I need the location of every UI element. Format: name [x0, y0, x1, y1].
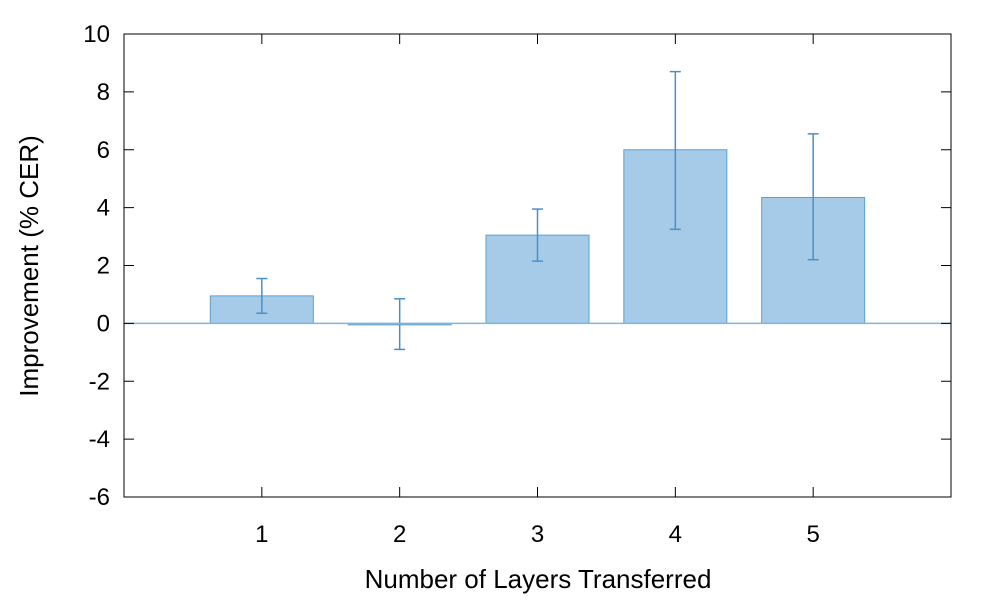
y-axis-title: Improvement (% CER) — [14, 135, 44, 397]
x-tick-label: 4 — [669, 521, 682, 548]
x-tick-label: 5 — [806, 521, 819, 548]
y-tick-label: -2 — [89, 368, 110, 395]
y-tick-label: 0 — [97, 310, 110, 337]
x-tick-label: 2 — [393, 521, 406, 548]
x-tick-label: 3 — [531, 521, 544, 548]
axis-ticks-layer — [124, 33, 951, 498]
y-tick-label: 6 — [97, 137, 110, 164]
error-bars-layer — [256, 70, 819, 351]
error-bar-5 — [807, 133, 819, 261]
x-tick-labels: 1 2 3 4 5 — [255, 521, 820, 548]
error-bar-3 — [532, 208, 543, 262]
y-tick-label: 10 — [83, 21, 110, 48]
y-tick-label: 8 — [97, 79, 110, 106]
y-tick-label: 4 — [97, 195, 110, 222]
error-bar-4 — [669, 70, 681, 231]
y-tick-label: 2 — [97, 253, 110, 280]
x-tick-label: 1 — [255, 521, 268, 548]
bars-layer — [209, 149, 866, 326]
y-tick-label: -6 — [89, 484, 110, 511]
y-tick-label: -4 — [89, 426, 110, 453]
error-bar-1 — [256, 277, 268, 314]
x-axis-title: Number of Layers Transferred — [365, 564, 712, 594]
y-tick-labels: -6 -4 -2 0 2 4 6 8 10 — [83, 21, 110, 511]
